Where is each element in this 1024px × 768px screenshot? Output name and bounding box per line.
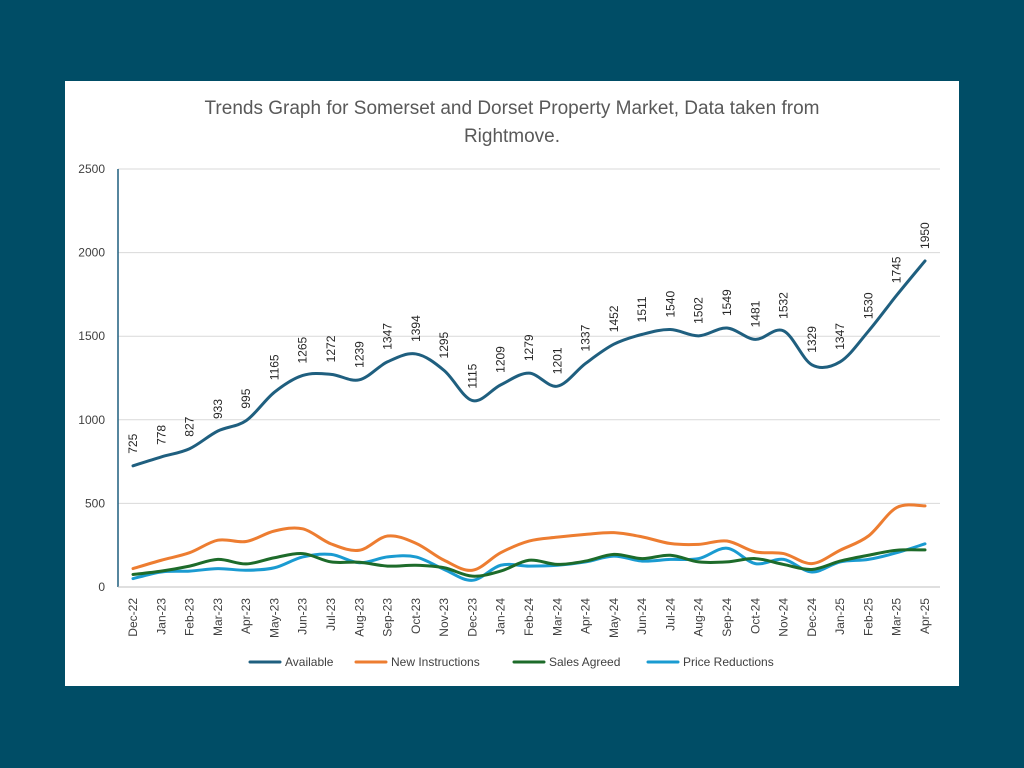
data-label: 1201 [550, 347, 564, 374]
legend: Available New Instructions Sales Agreed Pri… [248, 655, 774, 669]
series-line-sales-agreed [131, 548, 927, 578]
chart-title-line-2: Rightmove. [464, 126, 560, 147]
data-label: 1530 [861, 292, 875, 319]
x-tick-label: May-23 [267, 598, 281, 638]
data-label: 1745 [890, 256, 904, 283]
x-tick-label: Sep-23 [381, 598, 395, 637]
series-line-new-instructions [131, 503, 927, 572]
data-label: 995 [239, 388, 253, 408]
data-labels: 725 778 827 933 995 1165 1265 1272 1239 1347 1394 1… [126, 222, 932, 454]
data-label: 1165 [267, 354, 281, 380]
x-tick-label: Jan-24 [494, 598, 508, 635]
data-label: 1502 [692, 297, 706, 324]
x-tick-label: May-24 [607, 598, 621, 638]
gridlines [118, 168, 940, 504]
data-label: 1481 [748, 300, 762, 327]
x-tick-label: Mar-25 [890, 598, 904, 636]
x-tick-label: Mar-24 [550, 598, 564, 636]
x-tick-label: Oct-24 [748, 598, 762, 634]
data-label: 1329 [805, 326, 819, 353]
x-tick-label: Jan-23 [154, 598, 168, 635]
data-label: 778 [154, 425, 168, 445]
data-label: 725 [126, 433, 140, 453]
x-tick-label: Mar-23 [211, 598, 225, 636]
chart-panel [65, 81, 959, 686]
data-label: 1272 [324, 335, 338, 362]
legend-label-available: Available [285, 655, 334, 669]
data-label: 1239 [352, 341, 366, 368]
x-tick-label: Sep-24 [720, 598, 734, 637]
data-label: 1115 [465, 363, 479, 388]
data-label: 1511 [635, 296, 649, 322]
x-tick-label: Jul-23 [324, 598, 338, 631]
legend-label-sales-agreed: Sales Agreed [549, 655, 620, 669]
data-label: 1394 [409, 315, 423, 342]
y-tick-label: 1500 [78, 329, 105, 343]
data-label: 1549 [720, 289, 734, 316]
y-tick-label: 1000 [78, 413, 105, 427]
x-tick-label: Feb-23 [183, 598, 197, 636]
data-label: 1950 [918, 222, 932, 249]
y-tick-label: 0 [98, 580, 105, 594]
x-tick-label: Apr-23 [239, 598, 253, 634]
legend-label-new-instructions: New Instructions [391, 655, 480, 669]
x-tick-label: Apr-24 [579, 598, 593, 634]
y-axis-ticks: 0 500 1000 1500 2000 2500 [78, 162, 105, 594]
data-label: 1452 [607, 305, 621, 332]
data-label: 933 [211, 399, 225, 419]
data-label: 1532 [777, 292, 791, 319]
data-label: 1209 [494, 346, 508, 373]
y-tick-label: 500 [85, 496, 105, 510]
series-lines [131, 259, 927, 582]
x-axis-ticks: Dec-22 Jan-23 Feb-23 Mar-23 Apr-23 May-23 Jun-… [126, 598, 932, 638]
data-label: 1347 [381, 323, 395, 350]
x-tick-label: Jul-24 [663, 598, 677, 631]
x-tick-label: Feb-25 [861, 598, 875, 636]
x-tick-label: Dec-24 [805, 598, 819, 637]
x-tick-label: Nov-24 [777, 598, 791, 637]
x-tick-label: Jan-25 [833, 598, 847, 635]
y-tick-label: 2500 [78, 162, 105, 176]
y-tick-label: 2000 [78, 246, 105, 260]
x-tick-label: Jun-24 [635, 598, 649, 635]
x-tick-label: Feb-24 [522, 598, 536, 636]
data-label: 1295 [437, 331, 451, 358]
x-tick-label: Nov-23 [437, 598, 451, 637]
data-label: 827 [183, 416, 197, 436]
x-tick-label: Jun-23 [296, 598, 310, 635]
data-label: 1540 [663, 290, 677, 317]
data-label: 1279 [522, 334, 536, 361]
x-tick-label: Dec-23 [465, 598, 479, 637]
x-tick-label: Apr-25 [918, 598, 932, 634]
series-line-available [131, 259, 927, 468]
x-tick-label: Aug-23 [352, 598, 366, 637]
x-tick-label: Oct-23 [409, 598, 423, 634]
chart-title-line-1: Trends Graph for Somerset and Dorset Pro… [205, 98, 820, 119]
x-tick-label: Aug-24 [692, 598, 706, 637]
data-label: 1337 [579, 324, 593, 351]
x-tick-label: Dec-22 [126, 598, 140, 637]
data-label: 1347 [833, 323, 847, 350]
legend-label-price-reductions: Price Reductions [683, 655, 774, 669]
data-label: 1265 [296, 336, 310, 363]
series-line-price-reductions [131, 542, 927, 582]
